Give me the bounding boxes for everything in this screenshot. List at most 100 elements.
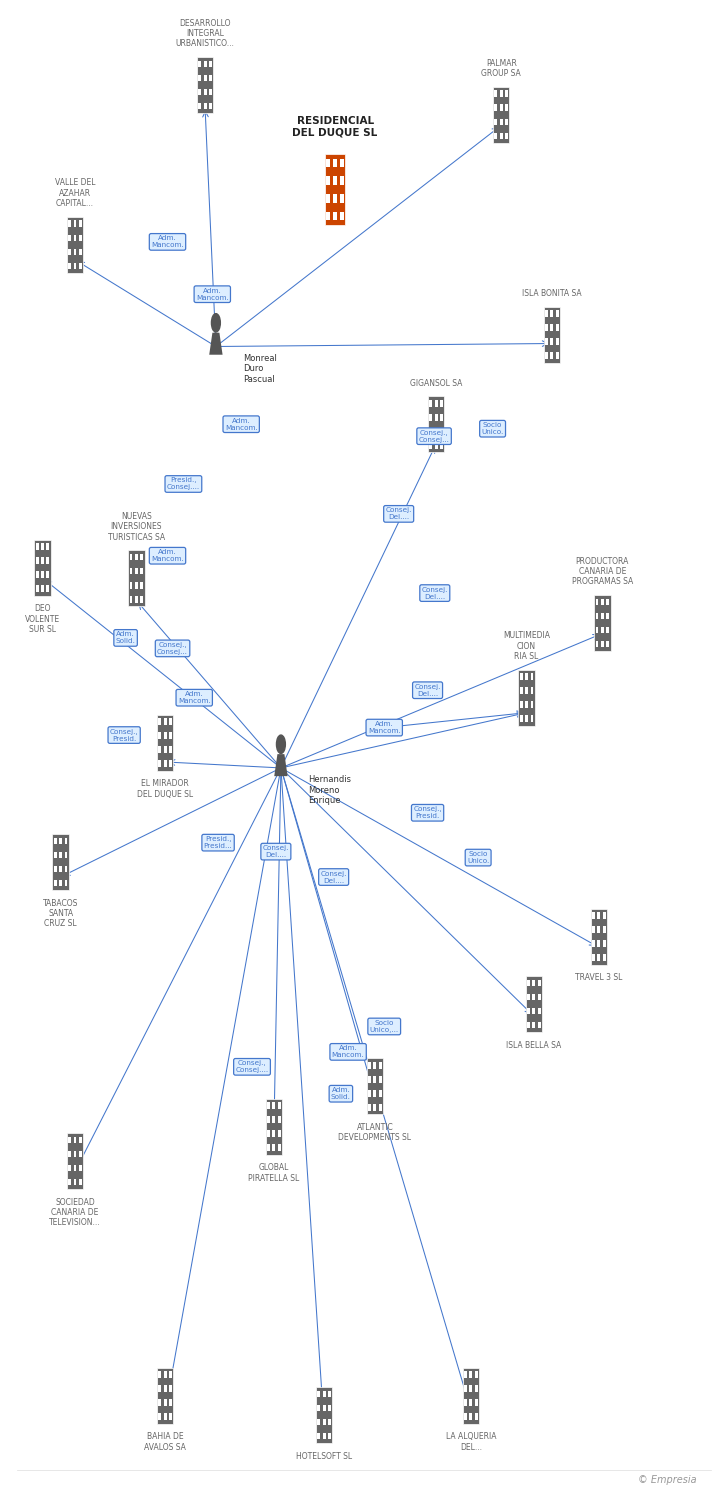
Bar: [538, 1022, 541, 1029]
Bar: [520, 687, 523, 694]
Bar: [170, 1400, 173, 1406]
Bar: [164, 1384, 167, 1392]
Text: SOCIEDAD
CANARIA DE
TELEVISION...: SOCIEDAD CANARIA DE TELEVISION...: [50, 1197, 101, 1227]
Text: EL MIRADOR
DEL DUQUE SL: EL MIRADOR DEL DUQUE SL: [138, 778, 194, 798]
Bar: [130, 554, 132, 561]
Bar: [170, 1413, 173, 1420]
Bar: [135, 568, 138, 574]
Bar: [74, 249, 76, 255]
Bar: [317, 1432, 320, 1440]
Bar: [430, 414, 432, 420]
Bar: [596, 627, 598, 633]
Bar: [550, 324, 553, 332]
Bar: [47, 585, 50, 592]
Bar: [326, 177, 330, 184]
Bar: [323, 1404, 325, 1411]
Bar: [538, 980, 541, 987]
Bar: [470, 1400, 472, 1406]
Bar: [475, 1400, 478, 1406]
Text: LA ALQUERIA
DEL...: LA ALQUERIA DEL...: [446, 1432, 496, 1452]
Bar: [440, 427, 443, 435]
Bar: [464, 1384, 467, 1392]
Bar: [65, 852, 68, 858]
Bar: [267, 1102, 270, 1108]
Bar: [277, 1130, 280, 1137]
Bar: [340, 211, 344, 220]
Bar: [47, 543, 50, 550]
Bar: [74, 234, 76, 242]
Bar: [470, 1413, 472, 1420]
Bar: [128, 550, 145, 606]
Bar: [65, 865, 68, 873]
Bar: [68, 262, 71, 270]
Bar: [373, 1076, 376, 1083]
Bar: [520, 702, 523, 708]
Bar: [170, 1384, 173, 1392]
Bar: [74, 220, 76, 226]
Bar: [41, 543, 44, 550]
Bar: [65, 837, 68, 844]
Text: Socio
Unico,...: Socio Unico,...: [370, 1020, 399, 1034]
Text: Presid.,
Consej....: Presid., Consej....: [167, 477, 200, 490]
Bar: [555, 310, 558, 316]
Bar: [59, 879, 62, 886]
Bar: [164, 760, 167, 766]
Bar: [130, 568, 132, 574]
Text: Adm.
Mancom.: Adm. Mancom.: [151, 236, 184, 249]
Bar: [494, 118, 497, 124]
Bar: [598, 954, 601, 962]
Text: TABACOS
SANTA
CRUZ SL: TABACOS SANTA CRUZ SL: [43, 898, 79, 928]
Bar: [68, 220, 71, 226]
Bar: [590, 909, 607, 964]
Bar: [430, 442, 432, 448]
Bar: [65, 879, 68, 886]
Text: Monreal
Duro
Pascual: Monreal Duro Pascual: [243, 354, 277, 384]
Bar: [198, 60, 201, 68]
Bar: [368, 1104, 371, 1110]
Bar: [532, 1022, 535, 1029]
Text: Consej.,
Consej...: Consej., Consej...: [157, 642, 188, 656]
Text: Adm.
Mancom.: Adm. Mancom.: [196, 288, 229, 300]
Circle shape: [211, 314, 221, 332]
Bar: [328, 1432, 331, 1440]
Bar: [505, 105, 508, 111]
Bar: [135, 596, 138, 603]
Bar: [531, 674, 534, 680]
Text: Adm.
Solid.: Adm. Solid.: [116, 632, 135, 645]
Bar: [157, 1368, 173, 1424]
Text: MULTIMEDIA
CION
RIA SL: MULTIMEDIA CION RIA SL: [503, 632, 550, 662]
Bar: [198, 75, 201, 81]
Bar: [204, 60, 207, 68]
Bar: [598, 927, 601, 933]
Bar: [79, 1179, 82, 1185]
Bar: [367, 1058, 383, 1114]
Text: PRODUCTORA
CANARIA DE
PROGRAMAS SA: PRODUCTORA CANARIA DE PROGRAMAS SA: [571, 556, 633, 586]
Bar: [68, 1164, 71, 1172]
Bar: [518, 669, 534, 726]
Text: GIGANSOL SA: GIGANSOL SA: [410, 378, 462, 387]
Bar: [538, 1008, 541, 1014]
Bar: [475, 1384, 478, 1392]
Bar: [475, 1371, 478, 1378]
Bar: [520, 674, 523, 680]
Bar: [340, 194, 344, 202]
Bar: [204, 88, 207, 96]
Bar: [328, 1404, 331, 1411]
Text: PALMAR
GROUP SA: PALMAR GROUP SA: [481, 58, 521, 78]
Bar: [430, 400, 432, 406]
Text: NUEVAS
INVERSIONES
TURISTICAS SA: NUEVAS INVERSIONES TURISTICAS SA: [108, 512, 165, 542]
Bar: [272, 1102, 275, 1108]
Text: DEO
VOLENTE
SUR SL: DEO VOLENTE SUR SL: [25, 604, 60, 634]
Bar: [538, 993, 541, 1000]
Bar: [74, 1179, 76, 1185]
Bar: [527, 980, 530, 987]
Bar: [592, 927, 595, 933]
Bar: [164, 1371, 167, 1378]
Text: HOTELSOFT SL: HOTELSOFT SL: [296, 1452, 352, 1461]
Bar: [598, 912, 601, 920]
Polygon shape: [274, 754, 288, 776]
Bar: [592, 940, 595, 946]
Bar: [532, 1008, 535, 1014]
Bar: [317, 1390, 320, 1398]
Bar: [596, 612, 598, 620]
